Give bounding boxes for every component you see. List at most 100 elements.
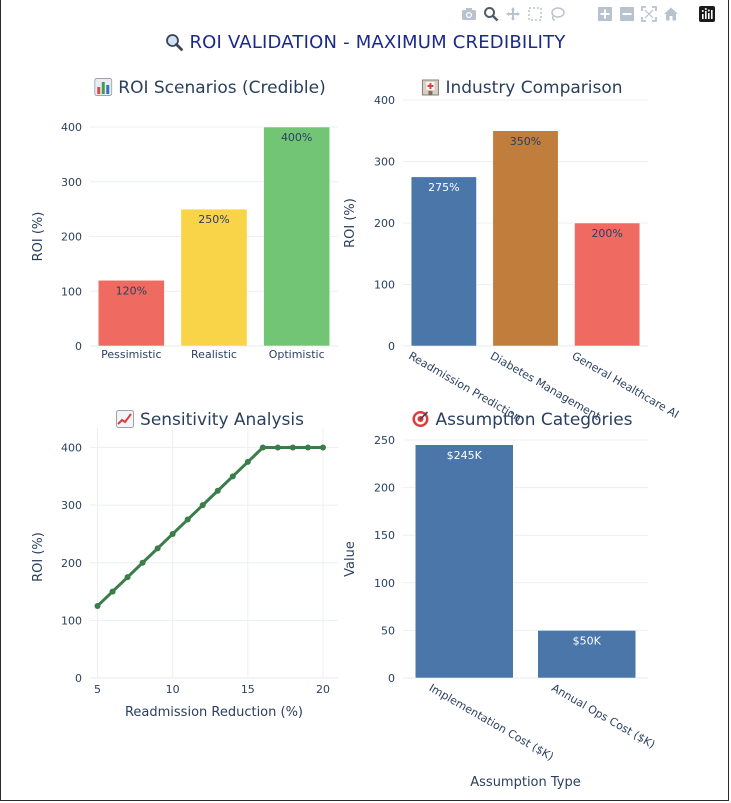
bar-pessimistic: [98, 280, 165, 347]
chart-assumptions: 0 50 100 150 200 250 Value $245K Implementation …: [343, 434, 657, 790]
data-point: [94, 602, 101, 609]
data-point: [319, 444, 326, 451]
zoom-in-icon[interactable]: [596, 5, 614, 23]
bar-realistic: [180, 208, 248, 347]
x-tick-label: Realistic: [191, 348, 237, 361]
x-axis-title: Assumption Type: [470, 775, 581, 790]
bar-general-healthcare-ai: [574, 222, 641, 347]
data-point: [109, 588, 116, 595]
zoom-icon[interactable]: [482, 5, 500, 23]
y-tick-label: 100: [374, 577, 395, 590]
y-tick-label: 200: [374, 482, 395, 495]
data-point: [259, 444, 266, 451]
bar-value-label: 275%: [428, 181, 459, 194]
x-tick-label: Pessimistic: [101, 348, 161, 361]
bar-chart-emoji-icon: [94, 78, 113, 96]
y-tick-label: 0: [388, 672, 395, 685]
data-point: [214, 487, 221, 494]
home-icon[interactable]: [662, 5, 680, 23]
x-axis-title: Readmission Reduction (%): [125, 705, 303, 720]
data-point: [274, 444, 281, 451]
magnifier-icon: [166, 34, 184, 51]
bar-readmission-prediction: [410, 176, 477, 347]
bar-value-label: 250%: [198, 213, 229, 226]
y-axis-title: ROI (%): [343, 198, 358, 248]
chart-sensitivity: 0 100 200 300 400 ROI (%) 5 10 15 20 Readmission R…: [31, 428, 338, 720]
subplot-title-assumptions-text: Assumption Categories: [435, 410, 633, 430]
modebar: [460, 4, 728, 24]
bar-value-label: 350%: [510, 135, 541, 148]
box-select-icon[interactable]: [526, 5, 544, 23]
bar-value-label: 200%: [591, 227, 622, 240]
chart-scenarios: 0 100 200 300 400 ROI (%) 120% Pessimistic 250% R…: [31, 121, 338, 361]
y-axis-title: ROI (%): [31, 212, 46, 262]
plotly-logo-icon[interactable]: [698, 5, 716, 23]
data-point: [139, 559, 146, 566]
camera-icon[interactable]: [460, 5, 478, 23]
pan-icon[interactable]: [504, 5, 522, 23]
x-tick-label: Implementation Cost ($K): [427, 681, 556, 763]
data-point: [304, 444, 311, 451]
y-tick-label: 0: [388, 340, 395, 353]
subplot-title-scenarios: ROI Scenarios (Credible): [94, 78, 326, 98]
bar-annual-ops-cost-k-: [537, 630, 636, 679]
data-point: [169, 530, 176, 537]
y-tick-label: 100: [61, 614, 82, 627]
trend-chart-emoji-icon: [116, 410, 135, 428]
main-title: ROI VALIDATION - MAXIMUM CREDIBILITY: [0, 32, 731, 53]
main-title-text: ROI VALIDATION - MAXIMUM CREDIBILITY: [189, 32, 566, 53]
bar-implementation-cost-k-: [415, 444, 514, 679]
subplot-title-sensitivity: Sensitivity Analysis: [116, 410, 304, 430]
x-tick-label: Optimistic: [269, 348, 325, 361]
y-axis-title: ROI (%): [31, 532, 46, 582]
data-point: [154, 545, 161, 552]
subplot-title-industry-text: Industry Comparison: [445, 78, 623, 98]
y-tick-label: 250: [374, 434, 395, 447]
y-tick-label: 300: [61, 176, 82, 189]
hospital-emoji-icon: [421, 79, 439, 96]
bar-optimistic: [263, 126, 330, 347]
x-tick-label: 10: [166, 683, 180, 696]
y-tick-label: 400: [374, 94, 395, 107]
subplot-title-sensitivity-text: Sensitivity Analysis: [140, 410, 304, 430]
y-tick-label: 400: [61, 121, 82, 134]
data-point: [199, 502, 206, 509]
y-tick-label: 400: [61, 442, 82, 455]
data-point: [244, 458, 251, 465]
data-point: [124, 574, 131, 581]
bar-value-label: 120%: [116, 284, 147, 297]
y-tick-label: 200: [374, 217, 395, 230]
y-tick-label: 50: [381, 624, 395, 637]
x-tick-label: Annual Ops Cost ($K): [549, 681, 657, 751]
data-point: [289, 444, 296, 451]
bar-value-label: 400%: [281, 131, 312, 144]
data-point: [184, 516, 191, 523]
y-tick-label: 200: [61, 557, 82, 570]
y-tick-label: 100: [374, 279, 395, 292]
bar-value-label: $245K: [447, 449, 483, 462]
x-tick-label: 5: [94, 683, 101, 696]
bar-diabetes-management: [492, 130, 559, 347]
y-tick-label: 200: [61, 231, 82, 244]
subplot-title-assumptions: Assumption Categories: [411, 410, 633, 430]
series-line: [96, 446, 323, 608]
y-tick-label: 0: [75, 340, 82, 353]
y-tick-label: 100: [61, 285, 82, 298]
subplot-title-scenarios-text: ROI Scenarios (Credible): [118, 78, 326, 98]
zoom-out-icon[interactable]: [618, 5, 636, 23]
y-tick-label: 300: [374, 156, 395, 169]
subplot-title-industry: Industry Comparison: [421, 78, 623, 98]
y-tick-label: 300: [61, 499, 82, 512]
lasso-icon[interactable]: [548, 5, 566, 23]
y-tick-label: 150: [374, 529, 395, 542]
bar-value-label: $50K: [573, 634, 602, 647]
x-tick-label: 20: [316, 683, 330, 696]
autoscale-icon[interactable]: [640, 5, 658, 23]
x-tick-label: 15: [241, 683, 255, 696]
target-emoji-icon: [412, 411, 429, 427]
y-axis-title: Value: [343, 541, 358, 577]
y-tick-label: 0: [75, 672, 82, 685]
